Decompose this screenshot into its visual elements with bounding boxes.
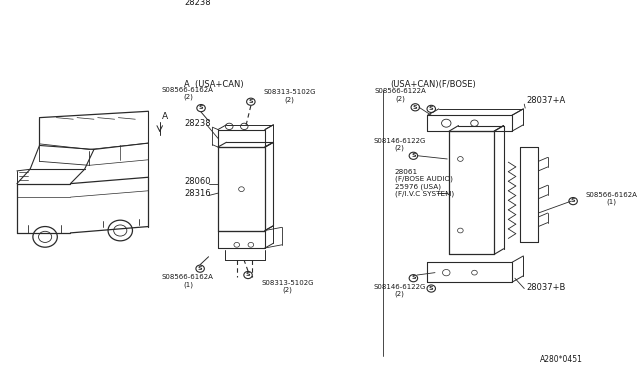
Text: S08566-6122A
(2): S08566-6122A (2) <box>374 88 426 102</box>
Text: 28061
(F/BOSE AUDIO)
25976 (USA)
(F/I.V.C SYSTEM): 28061 (F/BOSE AUDIO) 25976 (USA) (F/I.V.… <box>395 169 454 197</box>
Text: S08313-5102G
(2): S08313-5102G (2) <box>263 89 316 103</box>
Text: S: S <box>246 272 250 277</box>
Text: S: S <box>429 106 433 111</box>
Text: S: S <box>248 99 253 104</box>
Text: S: S <box>411 153 416 158</box>
Text: S: S <box>413 105 417 110</box>
Text: S08146-6122G
(2): S08146-6122G (2) <box>373 138 426 151</box>
Text: A280*0451: A280*0451 <box>540 356 582 365</box>
Text: 28316: 28316 <box>184 189 211 198</box>
Text: (USA+CAN)(F/BOSE): (USA+CAN)(F/BOSE) <box>390 80 476 89</box>
Text: S08313-5102G
(2): S08313-5102G (2) <box>261 280 314 293</box>
Text: A: A <box>161 112 168 121</box>
Text: 28238: 28238 <box>184 0 211 7</box>
Text: S: S <box>571 198 575 203</box>
Text: S: S <box>411 275 416 280</box>
Text: 28037+B: 28037+B <box>526 283 566 292</box>
Text: 28238: 28238 <box>184 119 211 128</box>
Text: S08566-6162A
(1): S08566-6162A (1) <box>162 274 214 288</box>
Text: A  (USA+CAN): A (USA+CAN) <box>184 80 244 89</box>
Text: S: S <box>429 286 433 291</box>
Text: 28037+A: 28037+A <box>526 96 565 105</box>
Text: S08566-6162A
(1): S08566-6162A (1) <box>586 192 637 205</box>
Text: 28060: 28060 <box>184 177 211 186</box>
Text: S: S <box>199 105 204 110</box>
Text: S: S <box>198 266 202 271</box>
Text: S08146-6122G
(2): S08146-6122G (2) <box>373 284 426 297</box>
Text: S08566-6162A
(2): S08566-6162A (2) <box>162 87 214 100</box>
